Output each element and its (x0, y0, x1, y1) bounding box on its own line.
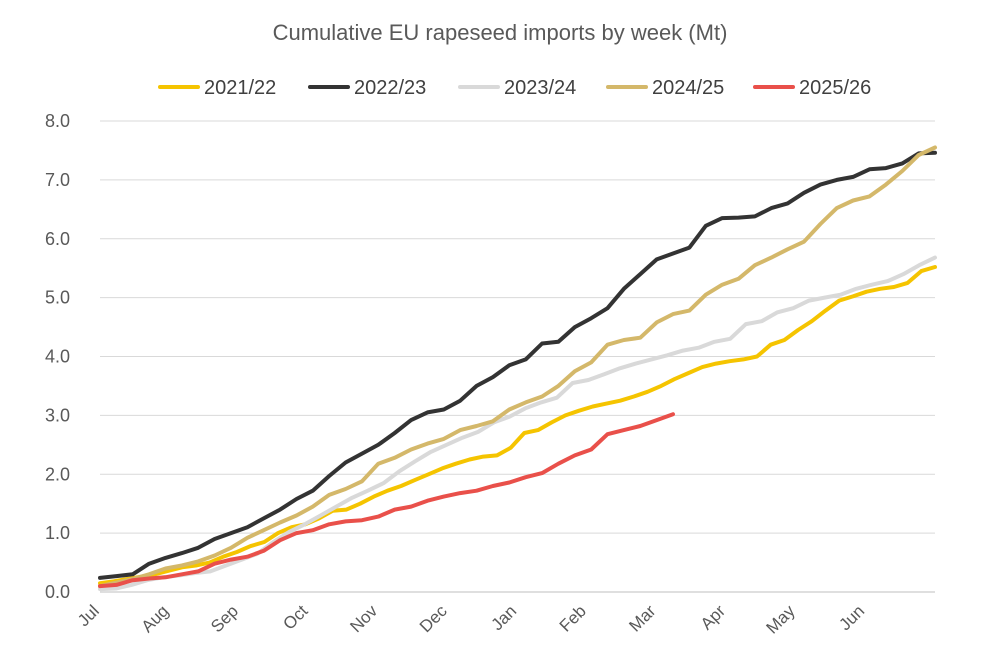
y-tick-label: 0.0 (45, 582, 70, 602)
y-tick-label: 4.0 (45, 347, 70, 367)
series-line-2025-26 (98, 412, 675, 589)
y-tick-label: 5.0 (45, 288, 70, 308)
y-tick-label: 3.0 (45, 405, 70, 425)
series-line-2024-25 (98, 145, 937, 589)
x-tick-label: Feb (556, 601, 590, 635)
x-tick-label: Apr (697, 601, 729, 633)
x-tick-label: Jan (488, 601, 521, 634)
legend-label: 2025/26 (799, 77, 871, 99)
legend-label: 2021/22 (204, 77, 276, 99)
legend-label: 2022/23 (354, 77, 426, 99)
legend: 2021/22 2022/23 2023/24 2024/25 2025/26 (158, 77, 871, 99)
x-tick-label: May (763, 601, 799, 637)
x-tick-label: Mar (625, 601, 659, 635)
legend-label: 2023/24 (504, 77, 576, 99)
gridlines (100, 120, 935, 534)
x-tick-label: Dec (416, 601, 451, 636)
series-line-2022-23 (98, 150, 937, 580)
x-tick-label: Nov (346, 601, 381, 636)
y-tick-label: 1.0 (45, 523, 70, 543)
y-tick-label: 7.0 (45, 170, 70, 190)
plot-area (98, 145, 937, 592)
y-tick-label: 8.0 (45, 111, 70, 131)
x-tick-label: Sep (207, 601, 242, 636)
legend-label: 2024/25 (652, 77, 724, 99)
x-tick-label: Jun (835, 601, 868, 634)
series-line-2021-22 (98, 265, 937, 586)
x-tick-label: Aug (138, 601, 173, 636)
y-tick-label: 6.0 (45, 229, 70, 249)
y-axis-ticks: 0.0 1.0 2.0 3.0 4.0 5.0 6.0 7.0 8.0 (45, 111, 70, 602)
x-tick-label: Oct (279, 601, 311, 633)
y-tick-label: 2.0 (45, 464, 70, 484)
series-line-2023-24 (98, 255, 937, 592)
x-axis-ticks: Jul Aug Sep Oct Nov Dec Jan Feb Mar Apr May Jun (74, 601, 868, 638)
x-tick-label: Jul (74, 601, 103, 630)
chart-title: Cumulative EU rapeseed imports by week (… (273, 20, 728, 45)
